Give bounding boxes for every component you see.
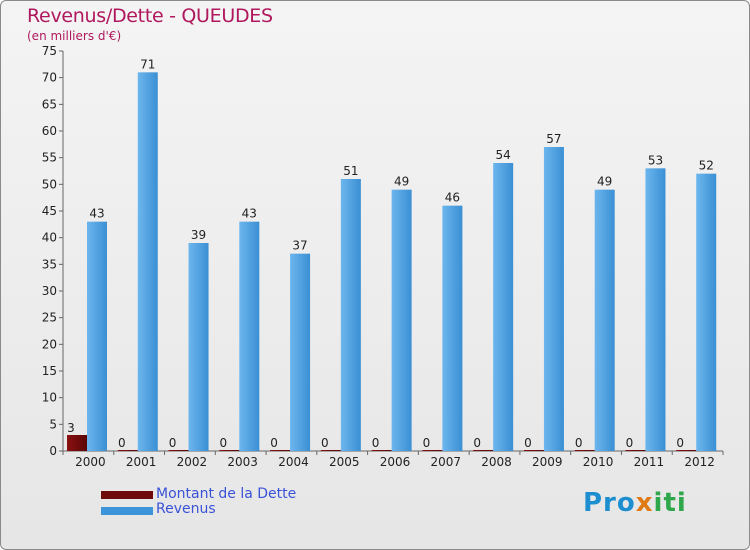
data-label-revenus-2002: 39 xyxy=(191,228,206,242)
y-tick-label: 30 xyxy=(42,284,57,298)
bar-revenus-2012 xyxy=(696,173,717,451)
proxiti-logo: Proxiti xyxy=(583,488,687,518)
x-tick-label: 2010 xyxy=(583,455,614,469)
x-tick-label: 2002 xyxy=(177,455,208,469)
x-tick-label: 2008 xyxy=(481,455,512,469)
logo-part-1: Pro xyxy=(583,488,636,518)
x-tick-label: 2007 xyxy=(430,455,461,469)
data-label-dette-2012: 0 xyxy=(676,436,684,450)
x-tick-label: 2009 xyxy=(532,455,563,469)
bar-dette-2000 xyxy=(67,435,87,451)
data-label-revenus-2004: 37 xyxy=(292,239,307,253)
data-label-revenus-2010: 49 xyxy=(597,175,612,189)
data-label-revenus-2008: 54 xyxy=(496,148,511,162)
data-label-revenus-2006: 49 xyxy=(394,175,409,189)
bar-revenus-2000 xyxy=(87,221,107,451)
chart-subtitle: (en milliers d'€) xyxy=(27,29,122,43)
data-label-dette-2010: 0 xyxy=(575,436,583,450)
y-tick-label: 65 xyxy=(42,97,57,111)
y-tick-label: 10 xyxy=(42,391,57,405)
bar-dette-2012 xyxy=(676,450,697,451)
bar-dette-2006 xyxy=(371,450,392,451)
y-tick-label: 45 xyxy=(42,204,57,218)
bar-revenus-2008 xyxy=(493,163,514,451)
x-tick-label: 2000 xyxy=(75,455,106,469)
y-tick-label: 50 xyxy=(42,177,57,191)
legend-label-revenus: Revenus xyxy=(156,501,216,517)
bar-revenus-2002 xyxy=(188,243,209,451)
legend-swatch-revenus xyxy=(101,507,153,515)
bar-revenus-2011 xyxy=(645,168,666,452)
bar-dette-2008 xyxy=(473,450,494,451)
y-tick-label: 5 xyxy=(49,417,57,431)
data-label-dette-2006: 0 xyxy=(372,436,380,450)
y-tick-label: 60 xyxy=(42,124,57,138)
y-tick-label: 25 xyxy=(42,311,57,325)
data-label-dette-2003: 0 xyxy=(219,436,227,450)
x-tick-label: 2005 xyxy=(329,455,360,469)
data-label-dette-2004: 0 xyxy=(270,436,278,450)
bar-dette-2001 xyxy=(117,450,138,451)
bar-revenus-2005 xyxy=(340,179,361,451)
data-label-dette-2008: 0 xyxy=(473,436,481,450)
bar-dette-2002 xyxy=(168,450,189,451)
x-tick-label: 2006 xyxy=(380,455,411,469)
data-label-dette-2007: 0 xyxy=(423,436,431,450)
logo-part-2: x xyxy=(635,488,654,518)
y-tick-label: 75 xyxy=(42,44,57,58)
legend-label-dette: Montant de la Dette xyxy=(156,486,297,502)
y-tick-label: 40 xyxy=(42,231,57,245)
y-tick-label: 20 xyxy=(42,337,57,351)
x-tick-label: 2003 xyxy=(227,455,258,469)
y-tick-label: 70 xyxy=(42,71,57,85)
bar-revenus-2001 xyxy=(137,72,158,451)
data-label-revenus-2000: 43 xyxy=(89,207,104,221)
data-label-revenus-2007: 46 xyxy=(445,191,460,205)
bar-revenus-2009 xyxy=(543,147,564,451)
bar-revenus-2006 xyxy=(391,189,412,451)
bar-dette-2011 xyxy=(625,450,646,451)
y-tick-label: 0 xyxy=(49,444,57,458)
data-label-revenus-2012: 52 xyxy=(699,159,714,173)
data-label-revenus-2003: 43 xyxy=(242,207,257,221)
y-tick-label: 35 xyxy=(42,257,57,271)
y-tick-label: 55 xyxy=(42,151,57,165)
data-label-revenus-2009: 57 xyxy=(546,132,561,146)
bar-revenus-2010 xyxy=(594,189,615,451)
bar-dette-2010 xyxy=(574,450,595,451)
data-label-revenus-2001: 71 xyxy=(140,57,155,71)
bar-dette-2005 xyxy=(320,450,341,451)
y-tick-label: 15 xyxy=(42,364,57,378)
bar-revenus-2003 xyxy=(239,221,260,451)
legend-swatch-dette xyxy=(101,491,153,499)
x-tick-label: 2004 xyxy=(278,455,309,469)
logo-part-3: iti xyxy=(653,488,687,518)
bar-dette-2003 xyxy=(219,450,240,451)
x-tick-label: 2011 xyxy=(634,455,665,469)
data-label-dette-2009: 0 xyxy=(524,436,532,450)
x-tick-label: 2001 xyxy=(126,455,157,469)
data-label-dette-2011: 0 xyxy=(626,436,634,450)
data-label-dette-2000: 3 xyxy=(67,421,75,435)
data-label-dette-2005: 0 xyxy=(321,436,329,450)
data-label-dette-2002: 0 xyxy=(169,436,177,450)
chart-title: Revenus/Dette - QUEUDES xyxy=(27,5,273,27)
x-tick-label: 2012 xyxy=(684,455,715,469)
data-label-revenus-2011: 53 xyxy=(648,153,663,167)
bar-revenus-2007 xyxy=(442,205,463,451)
bar-dette-2007 xyxy=(422,450,443,451)
bar-dette-2004 xyxy=(270,450,291,451)
data-label-dette-2001: 0 xyxy=(118,436,126,450)
bar-revenus-2004 xyxy=(290,253,311,451)
bar-dette-2009 xyxy=(523,450,544,451)
data-label-revenus-2005: 51 xyxy=(343,164,358,178)
